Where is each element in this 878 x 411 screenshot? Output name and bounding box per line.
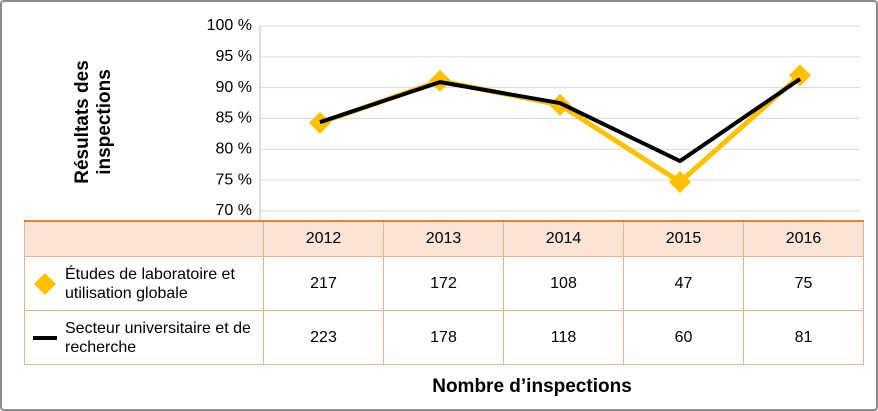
table-value: 118 — [503, 310, 624, 365]
table-value: 172 — [383, 256, 504, 311]
y-tick-label: 85 % — [216, 110, 252, 127]
table-value: 108 — [503, 256, 624, 311]
legend-label: Secteur universitaire et de recherche — [65, 319, 251, 356]
header-cell — [24, 220, 264, 257]
legend-cell: Études de laboratoire et utilisation glo… — [24, 256, 264, 311]
point-marker — [309, 111, 331, 134]
category-label: 2015 — [623, 220, 744, 257]
table-value: 178 — [383, 310, 504, 365]
table-row: Secteur universitaire et de recherche 223… — [24, 310, 864, 365]
y-tick-label: 95 % — [216, 48, 252, 65]
table-row: Études de laboratoire et utilisation glo… — [24, 256, 864, 311]
table-value: 217 — [263, 256, 384, 311]
category-label: 2012 — [263, 220, 384, 257]
y-tick-label: 80 % — [216, 141, 252, 158]
y-tick-label: 70 % — [216, 202, 252, 219]
point-marker — [669, 171, 691, 194]
category-label: 2013 — [383, 220, 504, 257]
legend-cell: Secteur universitaire et de recherche — [24, 310, 264, 365]
header-row: 2012 2013 2014 2015 2016 — [24, 220, 864, 257]
legend-label: Études de laboratoire et utilisation glo… — [65, 265, 235, 302]
category-label: 2016 — [743, 220, 864, 257]
x-axis-label: Nombre d’inspections — [432, 376, 632, 397]
category-label: 2014 — [503, 220, 624, 257]
legend-marker — [33, 335, 57, 340]
y-tick-label: 90 % — [216, 79, 252, 96]
legend-entry: Secteur universitaire et de recherche — [25, 319, 263, 357]
y-axis-label: Résultats des inspections — [72, 60, 115, 184]
legend-diamond — [34, 272, 56, 295]
data-table: 2012 2013 2014 2015 2016 Études de laboratoir… — [24, 220, 864, 365]
table-value: 75 — [743, 256, 864, 311]
y-tick-label: 75 % — [216, 171, 252, 188]
table-value: 223 — [263, 310, 384, 365]
series-line — [319, 77, 802, 164]
y-tick-label: 100 % — [207, 17, 252, 34]
legend-entry: Études de laboratoire et utilisation glo… — [25, 265, 263, 303]
table-value: 60 — [623, 310, 744, 365]
table-value: 81 — [743, 310, 864, 365]
legend-marker — [34, 272, 56, 295]
table-value: 47 — [623, 256, 744, 311]
